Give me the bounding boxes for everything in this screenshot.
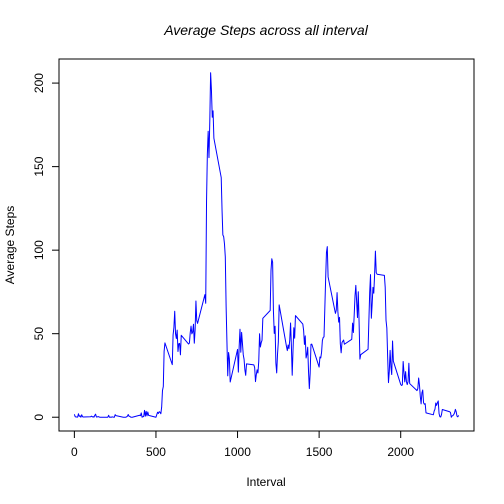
y-axis-title: Average Steps (3, 206, 17, 285)
y-tick-label: 200 (32, 73, 46, 93)
x-tick-label: 1500 (306, 445, 333, 459)
y-tick-label: 100 (32, 240, 46, 260)
x-tick-label: 0 (71, 445, 78, 459)
x-tick-label: 2000 (387, 445, 414, 459)
y-tick-label: 50 (32, 327, 46, 341)
x-tick-label: 1000 (224, 445, 251, 459)
y-tick-label: 150 (32, 156, 46, 176)
y-tick-label: 0 (32, 414, 46, 421)
data-line (73, 72, 460, 418)
x-axis-title: Interval (246, 475, 285, 489)
chart-title: Average Steps across all interval (163, 22, 369, 38)
x-tick-label: 500 (146, 445, 166, 459)
